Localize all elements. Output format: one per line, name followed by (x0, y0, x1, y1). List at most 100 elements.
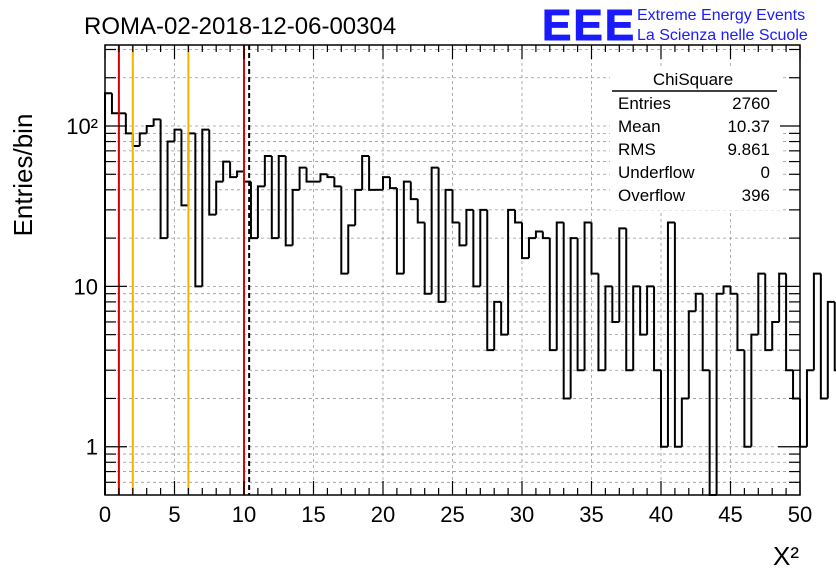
x-tick-label: 25 (440, 502, 464, 527)
stats-row-value: 396 (742, 186, 770, 205)
y-tick-label: 10² (66, 114, 98, 139)
axes (104, 44, 801, 496)
histogram-bin (465, 208, 474, 246)
histogram-bin (347, 224, 356, 274)
histogram-bin (333, 177, 342, 188)
histogram-bin (361, 155, 370, 190)
histogram-bin (757, 272, 766, 335)
histogram-bin (646, 285, 655, 335)
histogram-bin (402, 180, 411, 274)
stats-box-background (610, 66, 780, 210)
histogram-bin (500, 301, 509, 336)
histogram-bin (729, 286, 738, 295)
histogram-bin (458, 222, 467, 247)
histogram-bin (423, 222, 432, 295)
histogram-bin (416, 199, 425, 224)
histogram-bin (180, 129, 189, 207)
histogram-bin (472, 209, 481, 288)
histogram-bin (590, 222, 599, 275)
histogram-bin (583, 221, 592, 371)
histogram-bin (521, 222, 529, 260)
histogram-bin (201, 128, 210, 287)
histogram-bin (632, 285, 641, 371)
histogram-bin (722, 285, 731, 294)
histogram-bin (256, 185, 265, 239)
y-tick-label: 10 (74, 274, 98, 299)
stats-row-label: RMS (618, 140, 656, 159)
histogram-bin (124, 113, 133, 135)
histogram-bin (395, 188, 404, 275)
histogram-bin (805, 369, 814, 447)
histogram-bin (625, 228, 634, 372)
histogram-bin (444, 188, 453, 302)
x-tick-label: 20 (371, 502, 395, 527)
stats-row-label: Mean (618, 117, 661, 136)
histogram-bin (771, 320, 780, 351)
y-tick-label: 1 (86, 435, 98, 460)
x-tick-label: 0 (99, 502, 111, 527)
eee-logo-line2: La Scienza nelle Scuole (637, 27, 808, 44)
histogram-bin (826, 300, 835, 399)
x-tick-label: 10 (232, 502, 256, 527)
histogram-bin (694, 292, 703, 312)
histogram-bin (451, 189, 460, 224)
histogram-bin (326, 174, 335, 179)
x-tick-label: 35 (579, 502, 603, 527)
histogram-bin (236, 170, 244, 178)
histogram-bin (778, 272, 787, 322)
x-tick-label: 45 (718, 502, 742, 527)
histogram-bin (569, 237, 578, 399)
histogram-bin (701, 293, 710, 372)
histogram-bin (479, 208, 488, 287)
histogram-bin (548, 238, 557, 352)
histogram-bin (340, 186, 349, 275)
threshold-lines (117, 45, 251, 495)
histogram-bin (277, 155, 286, 239)
histogram-bin (660, 370, 668, 448)
histogram-bin (611, 286, 620, 323)
histogram-bin (382, 176, 390, 190)
histogram-bin (507, 208, 516, 335)
histogram-bin (555, 221, 564, 351)
histogram-bin (687, 310, 696, 399)
histogram-bin (354, 188, 363, 226)
stats-row-value: 2760 (732, 94, 770, 113)
stats-box: ChiSquare Entries 2760 Mean 10.37 RMS 9.861 Un… (610, 66, 780, 210)
histogram-bin (562, 222, 571, 400)
histogram-bin (743, 350, 752, 448)
histogram-bin (159, 119, 168, 240)
histogram-bin (715, 292, 724, 495)
histogram-bin (493, 300, 502, 351)
histogram-bin (138, 132, 147, 147)
x-tick-label: 5 (168, 502, 180, 527)
eee-logo: EEE Extreme Energy Events La Scienza nel… (542, 1, 808, 51)
tick-labels: 0 5 10 15 20 25 30 35 40 45 50 1 10 10² (66, 114, 812, 527)
x-tick-label: 50 (788, 502, 812, 527)
histogram-bin (604, 285, 613, 371)
histogram-bin (208, 129, 217, 216)
histogram-bin (541, 231, 550, 240)
histogram-bin (639, 286, 648, 336)
histogram-bin (653, 286, 661, 372)
stats-rows: Entries 2760 Mean 10.37 RMS 9.861 Underflow 0 Ov… (618, 94, 770, 205)
histogram-bin (409, 181, 418, 201)
histogram-bin (437, 167, 446, 303)
eee-logo-text: EEE (542, 1, 636, 50)
stats-row-value: 9.861 (727, 140, 770, 159)
histogram-bin (305, 167, 314, 183)
stats-row-label: Entries (618, 94, 671, 113)
histogram-bin (319, 173, 328, 182)
histogram-bin (298, 166, 307, 190)
histogram-bin (194, 133, 203, 288)
stats-row-value: 0 (761, 163, 770, 182)
x-axis-label: Χ² (773, 541, 799, 571)
run-title: ROMA-02-2018-12-06-00304 (84, 13, 396, 40)
histogram-bin (673, 222, 682, 448)
histogram-bin (145, 125, 154, 134)
eee-logo-line1: Extreme Energy Events (637, 7, 805, 24)
histogram-bin (750, 333, 759, 447)
histogram-bin (368, 156, 377, 191)
histogram-bin (486, 209, 495, 352)
histogram-bin (527, 237, 536, 259)
